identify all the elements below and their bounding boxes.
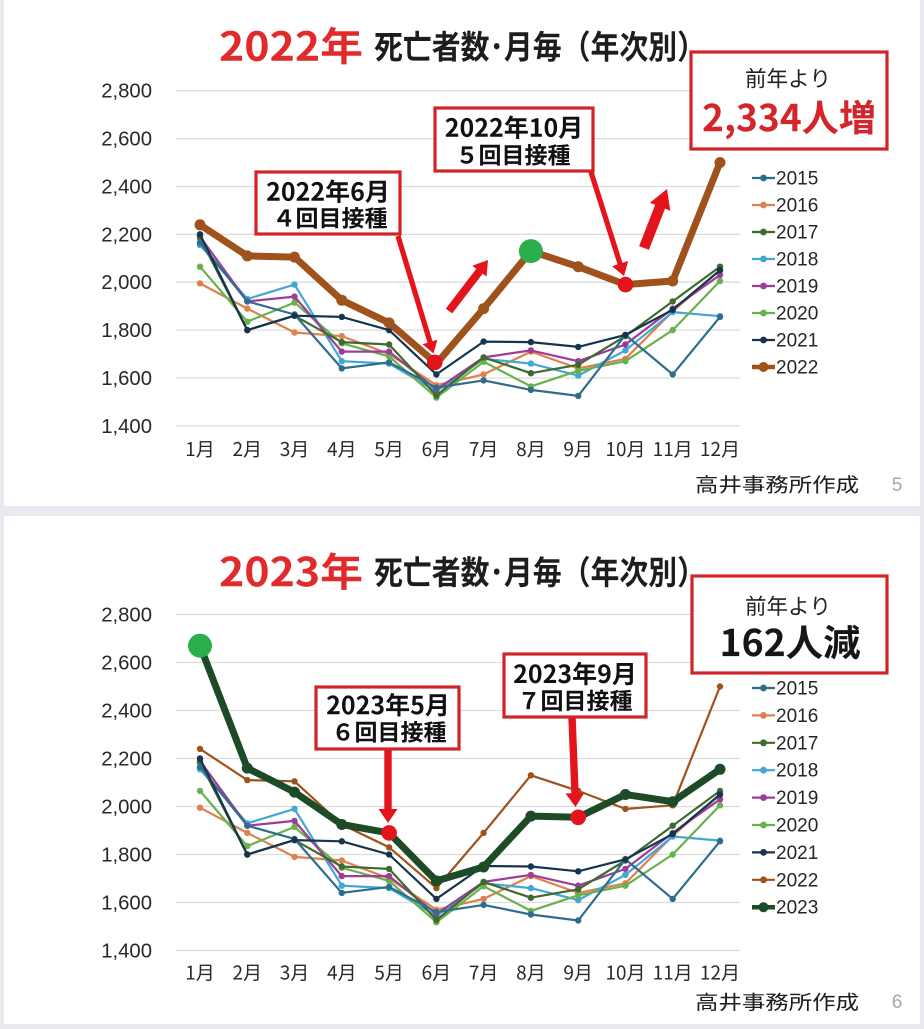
svg-text:2016: 2016 (776, 196, 818, 217)
svg-text:2,400: 2,400 (101, 701, 152, 723)
svg-text:2023: 2023 (776, 898, 818, 919)
svg-text:2,600: 2,600 (101, 129, 152, 151)
svg-text:2,200: 2,200 (101, 749, 152, 771)
svg-text:2,000: 2,000 (101, 797, 152, 819)
svg-text:2019: 2019 (776, 788, 818, 809)
svg-text:2020: 2020 (776, 304, 818, 325)
svg-text:2021: 2021 (776, 331, 818, 352)
svg-text:1,600: 1,600 (101, 368, 152, 390)
svg-text:5: 5 (892, 475, 903, 496)
svg-text:2022: 2022 (776, 870, 818, 891)
svg-text:1,400: 1,400 (101, 941, 152, 963)
svg-text:2022: 2022 (776, 358, 818, 379)
svg-text:2,800: 2,800 (101, 605, 152, 627)
svg-text:2017: 2017 (776, 223, 818, 244)
svg-text:1,800: 1,800 (101, 320, 152, 342)
svg-text:2018: 2018 (776, 250, 818, 271)
svg-text:2,800: 2,800 (101, 81, 152, 103)
svg-text:2019: 2019 (776, 277, 818, 298)
svg-text:2,400: 2,400 (101, 176, 152, 198)
svg-text:2,200: 2,200 (101, 224, 152, 246)
svg-text:2,600: 2,600 (101, 653, 152, 675)
svg-text:2017: 2017 (776, 733, 818, 754)
svg-text:2020: 2020 (776, 816, 818, 837)
svg-text:2015: 2015 (776, 679, 818, 700)
svg-text:1,800: 1,800 (101, 845, 152, 867)
svg-text:2021: 2021 (776, 843, 818, 864)
svg-text:1,400: 1,400 (101, 416, 152, 438)
svg-text:2016: 2016 (776, 706, 818, 727)
svg-text:6: 6 (892, 992, 903, 1013)
svg-text:2015: 2015 (776, 169, 818, 190)
svg-text:1,600: 1,600 (101, 893, 152, 915)
svg-text:2,000: 2,000 (101, 272, 152, 294)
svg-text:2018: 2018 (776, 761, 818, 782)
